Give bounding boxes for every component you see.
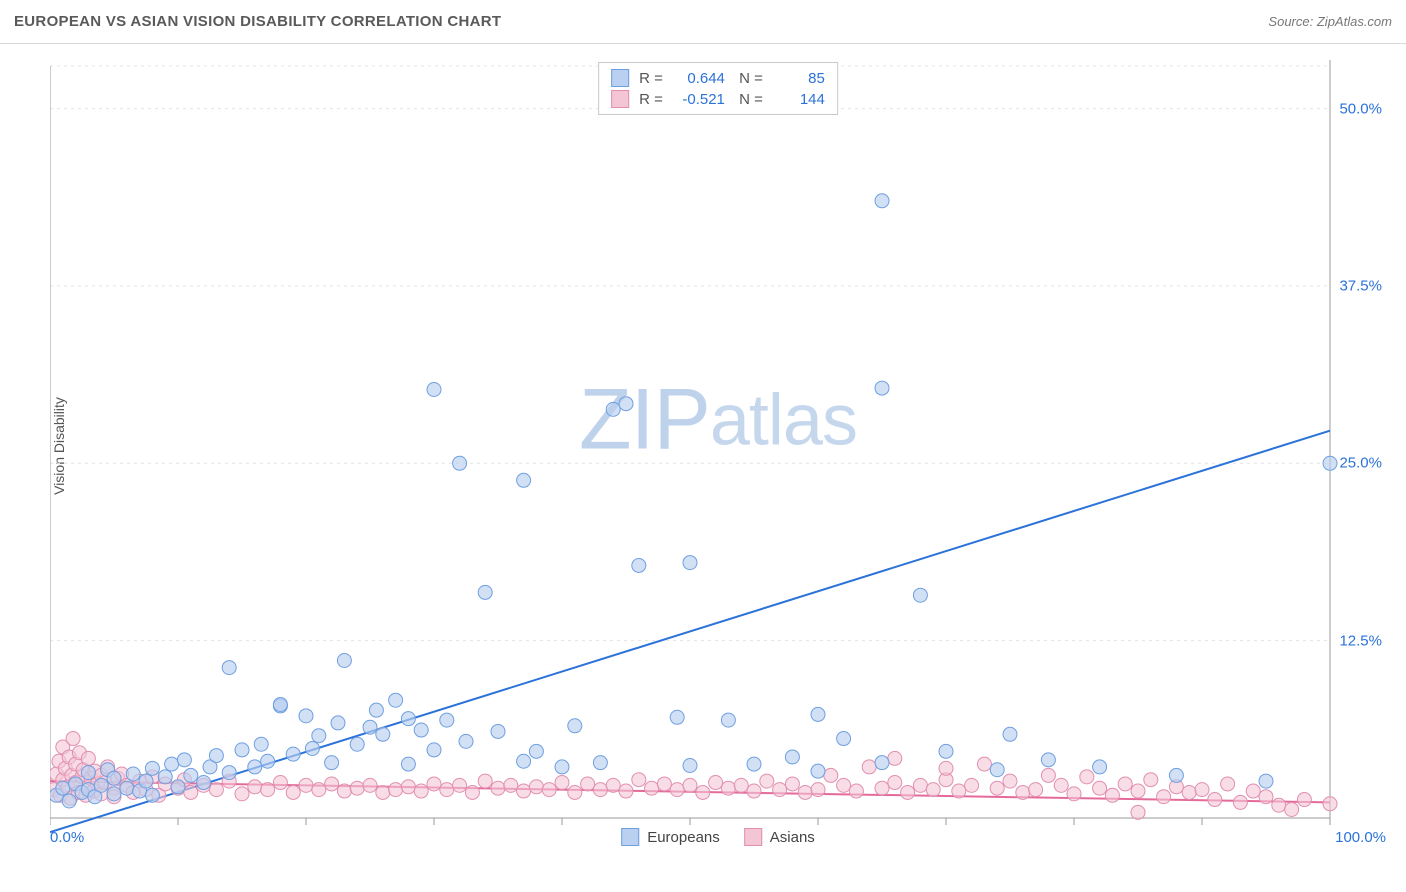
legend-swatch bbox=[621, 828, 639, 846]
legend-series: Europeans Asians bbox=[621, 828, 815, 846]
source-value: ZipAtlas.com bbox=[1317, 14, 1392, 29]
legend-r-value: -0.521 bbox=[673, 91, 725, 108]
legend-r-label: R = bbox=[639, 91, 663, 108]
legend-series-item: Asians bbox=[744, 828, 815, 846]
legend-swatch bbox=[611, 69, 629, 87]
legend-series-label: Europeans bbox=[647, 829, 720, 846]
chart-title: EUROPEAN VS ASIAN VISION DISABILITY CORR… bbox=[14, 13, 501, 30]
legend-stats: R = 0.644 N = 85 R = -0.521 N = 144 bbox=[598, 62, 838, 115]
legend-swatch bbox=[744, 828, 762, 846]
legend-swatch bbox=[611, 90, 629, 108]
legend-series-label: Asians bbox=[770, 829, 815, 846]
legend-series-item: Europeans bbox=[621, 828, 720, 846]
legend-r-label: R = bbox=[639, 70, 663, 87]
chart-header: EUROPEAN VS ASIAN VISION DISABILITY CORR… bbox=[0, 0, 1406, 44]
legend-n-value: 85 bbox=[773, 70, 825, 87]
chart-source: Source: ZipAtlas.com bbox=[1268, 14, 1392, 29]
legend-n-value: 144 bbox=[773, 91, 825, 108]
legend-stat-row: R = 0.644 N = 85 bbox=[611, 69, 825, 87]
chart-area: ZIPatlas R = 0.644 N = 85 R = -0.521 N =… bbox=[50, 58, 1386, 846]
legend-n-label: N = bbox=[735, 91, 763, 108]
legend-n-label: N = bbox=[735, 70, 763, 87]
legend-stat-row: R = -0.521 N = 144 bbox=[611, 90, 825, 108]
legend-r-value: 0.644 bbox=[673, 70, 725, 87]
source-label: Source: bbox=[1268, 14, 1313, 29]
scatter-plot bbox=[50, 58, 1386, 846]
